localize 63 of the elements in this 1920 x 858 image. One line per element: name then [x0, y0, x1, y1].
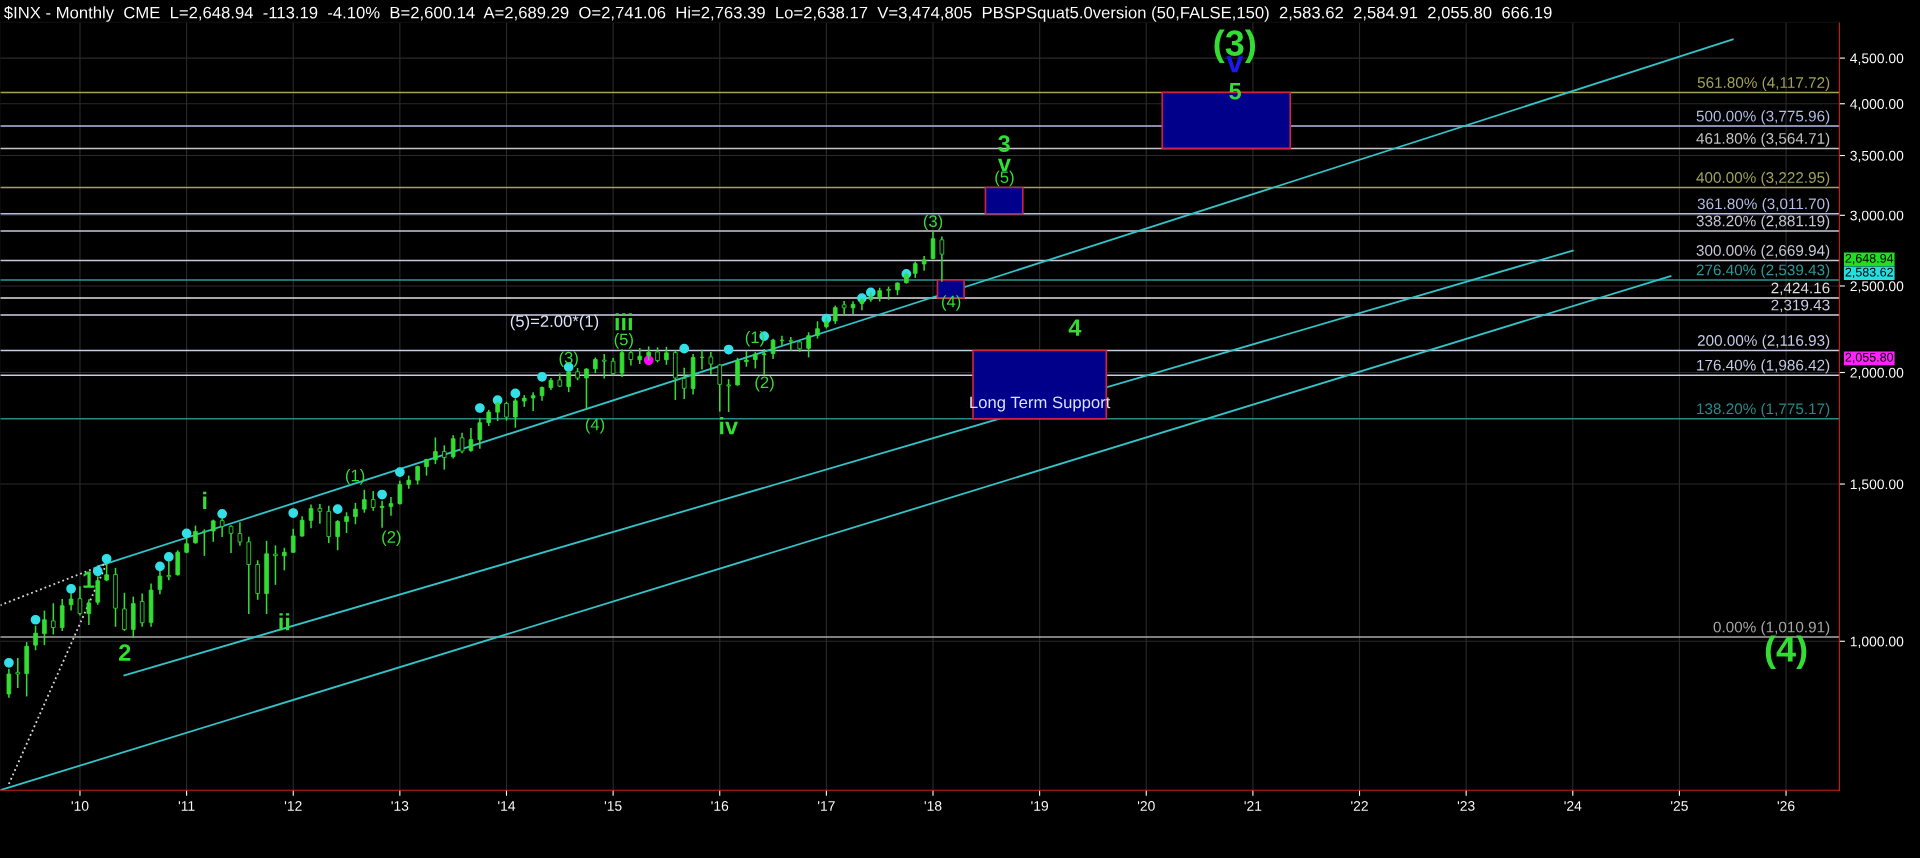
ref-line-label: 176.40% (1,986.42): [1697, 359, 1830, 374]
y-tick-label: 2,500.00: [1850, 281, 1904, 293]
x-tick-label: '25: [1671, 801, 1688, 811]
ref-line-label: 2,424.16: [1771, 282, 1830, 296]
x-tick-label: '12: [284, 801, 302, 811]
chart-title: $INX - Monthly CME L=2,648.94 -113.19 -4.10% B=2,600.14 A=2,689.29 O=2,741.06 Hi=2,763.39 Lo=2,638.17 V=3,474,805 PBSPSquat5.0version (50,FALSE,150) 2,583.62 2,584.91 2,055.80 666.19: [4, 6, 1552, 22]
ref-line-label: 2,319.43: [1771, 299, 1830, 313]
y-tick-label: 3,000.00: [1850, 210, 1904, 223]
x-tick-label: '26: [1777, 801, 1795, 811]
annotation: ii: [279, 613, 290, 631]
ref-line-label: 461.80% (3,564.71): [1696, 132, 1830, 147]
x-tick-label: '16: [711, 801, 729, 811]
annotation: (4): [585, 418, 605, 434]
x-tick-label: '19: [1031, 801, 1049, 811]
y-tick-label: 1,000.00: [1850, 636, 1904, 649]
x-tick-label: '23: [1457, 801, 1475, 811]
x-tick-label: '17: [818, 801, 835, 811]
annotation: 4: [1068, 319, 1082, 336]
x-tick-label: '24: [1564, 801, 1582, 811]
ref-line-label: 300.00% (2,669.94): [1696, 244, 1830, 259]
ref-line-label: 400.00% (3,222.95): [1696, 171, 1830, 186]
ref-line-label: 338.20% (2,881.19): [1696, 215, 1830, 230]
annotation: v: [997, 158, 1011, 172]
x-tick-label: '22: [1351, 801, 1368, 811]
x-tick-label: '18: [924, 801, 942, 811]
annotation: (2): [382, 530, 401, 547]
y-tick-label: 1,500.00: [1850, 479, 1904, 491]
annotation: 2,648.94: [1845, 253, 1894, 265]
x-tick-label: '10: [71, 801, 89, 811]
x-tick-label: '14: [498, 801, 516, 811]
y-tick-label: 3,500.00: [1850, 150, 1904, 163]
ref-line-label: 361.80% (3,011.70): [1697, 198, 1830, 213]
annotation: iv: [720, 417, 739, 435]
annotation: (5): [995, 170, 1014, 187]
y-tick-label: 2,000.00: [1850, 367, 1904, 380]
ref-line-label: 0.00% (1,010.91): [1713, 621, 1830, 636]
x-tick-label: '13: [391, 801, 409, 811]
ref-line-label: 500.00% (3,775.96): [1696, 110, 1830, 125]
annotation: (1): [745, 330, 765, 347]
annotation: (3): [559, 351, 578, 367]
annotation: (3): [923, 214, 943, 231]
ref-line-label: 276.40% (2,539.43): [1696, 264, 1830, 279]
annotation: 1: [83, 571, 95, 588]
annotation: i: [203, 491, 207, 509]
ref-line-label: 200.00% (2,116.93): [1697, 334, 1830, 349]
text: 2,055.80: [1845, 352, 1894, 364]
annotation: (4): [941, 295, 961, 311]
text: 2,583.62: [1845, 267, 1893, 279]
annotation: (5): [614, 333, 633, 349]
annotation: (2): [755, 375, 774, 392]
y-tick-label: 4,000.00: [1850, 99, 1904, 111]
annotation: (1): [345, 469, 365, 485]
ref-line-label: 561.80% (4,117.72): [1697, 76, 1830, 91]
x-tick-label: '15: [604, 801, 622, 811]
annotation: (4): [1765, 635, 1807, 670]
x-tick-label: '11: [178, 801, 195, 811]
annotation: 2: [119, 644, 131, 661]
y-tick-label: 4,500.00: [1850, 53, 1904, 65]
x-tick-label: '21: [1244, 801, 1262, 811]
annotation: (5)=2.00*(1): [510, 314, 599, 331]
ref-line-label: 138.20% (1,775.17): [1697, 402, 1830, 418]
annotation: iii: [615, 313, 632, 331]
x-tick-label: '20: [1137, 801, 1155, 811]
